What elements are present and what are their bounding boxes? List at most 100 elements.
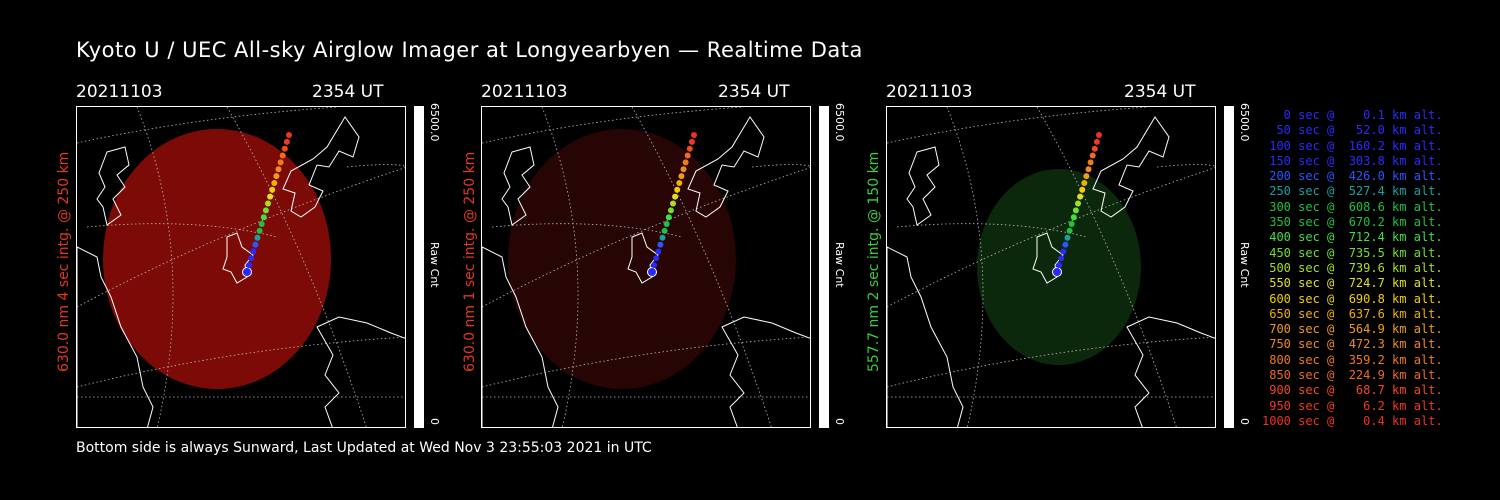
legend-entry: 850 sec @ 224.9 km alt. bbox=[1262, 368, 1443, 383]
trajectory-point bbox=[260, 214, 267, 221]
trajectory-point bbox=[674, 186, 681, 193]
panel-1-time: 2354 UT bbox=[312, 82, 384, 102]
coastline bbox=[482, 246, 559, 427]
legend-entry: 350 sec @ 670.2 km alt. bbox=[1262, 215, 1443, 230]
legend-entry: 600 sec @ 690.8 km alt. bbox=[1262, 291, 1443, 306]
trajectory-point bbox=[1083, 173, 1090, 180]
coastline bbox=[77, 246, 154, 427]
trajectory-point bbox=[242, 267, 252, 277]
trajectory-point bbox=[258, 221, 265, 228]
trajectory-point bbox=[1060, 248, 1067, 255]
coastline bbox=[887, 246, 964, 427]
airglow-image bbox=[103, 129, 331, 389]
trajectory-point bbox=[676, 179, 683, 186]
coastline bbox=[501, 146, 535, 226]
trajectory-point bbox=[659, 234, 666, 241]
trajectory-point bbox=[262, 207, 269, 214]
trajectory-point bbox=[273, 173, 280, 180]
panel-3-time: 2354 UT bbox=[1124, 82, 1196, 102]
trajectory-point bbox=[688, 138, 695, 145]
trajectory-point bbox=[283, 138, 290, 145]
panel-2-map bbox=[482, 107, 810, 427]
grid-line bbox=[1036, 107, 1177, 427]
trajectory-point bbox=[1064, 234, 1071, 241]
grid-line bbox=[896, 223, 1088, 238]
trajectory-point bbox=[256, 227, 263, 234]
trajectory-point bbox=[279, 152, 286, 159]
panel-2-cbar-min: 0 bbox=[833, 418, 846, 425]
legend-entry: 750 sec @ 472.3 km alt. bbox=[1262, 337, 1443, 352]
trajectory-point bbox=[250, 248, 257, 255]
grid-line bbox=[346, 164, 405, 168]
legend-entry: 50 sec @ 52.0 km alt. bbox=[1262, 123, 1443, 138]
panel-2-colorbar bbox=[819, 106, 829, 428]
trajectory-point bbox=[686, 145, 693, 152]
panel-1-date: 20211103 bbox=[76, 82, 163, 102]
trajectory-point bbox=[661, 227, 668, 234]
coastline bbox=[687, 116, 765, 218]
legend-entry: 900 sec @ 68.7 km alt. bbox=[1262, 383, 1443, 398]
trajectory-point bbox=[1091, 145, 1098, 152]
panel-1-colorbar bbox=[414, 106, 424, 428]
trajectory-point bbox=[647, 267, 657, 277]
sky-ellipse bbox=[103, 129, 331, 389]
trajectory-point bbox=[680, 166, 687, 173]
grid-line bbox=[226, 107, 367, 427]
grid-line bbox=[491, 223, 683, 238]
airglow-image bbox=[508, 129, 736, 389]
trajectory-point bbox=[1079, 186, 1086, 193]
coastline bbox=[1092, 116, 1170, 218]
trajectory-point bbox=[682, 159, 689, 166]
legend-entry: 200 sec @ 426.0 km alt. bbox=[1262, 169, 1443, 184]
trajectory-point bbox=[1070, 214, 1077, 221]
panel-1-cbar-max: 6500.0 bbox=[428, 103, 441, 142]
panel-3-image bbox=[886, 106, 1216, 428]
panel-3-map bbox=[887, 107, 1215, 427]
coastline bbox=[316, 316, 405, 427]
legend-entry: 1000 sec @ 0.4 km alt. bbox=[1262, 413, 1443, 428]
trajectory-point bbox=[653, 255, 660, 262]
trajectory-point bbox=[271, 179, 278, 186]
grid-line bbox=[541, 107, 579, 427]
trajectory-point bbox=[252, 241, 259, 248]
trajectory-point bbox=[1093, 138, 1100, 145]
panel-2-time: 2354 UT bbox=[718, 82, 790, 102]
legend-entry: 250 sec @ 527.4 km alt. bbox=[1262, 184, 1443, 199]
grid-line bbox=[631, 107, 772, 427]
trajectory-point bbox=[1062, 241, 1069, 248]
legend-entry: 950 sec @ 6.2 km alt. bbox=[1262, 398, 1443, 413]
trajectory-point bbox=[267, 193, 274, 200]
trajectory-legend: 0 sec @ 0.1 km alt. 50 sec @ 52.0 km alt… bbox=[1262, 108, 1443, 429]
trajectory-point bbox=[1068, 221, 1075, 228]
trajectory-point bbox=[691, 132, 697, 138]
legend-entry: 400 sec @ 712.4 km alt. bbox=[1262, 230, 1443, 245]
panel-1-side-label: 630.0 nm 4 sec intg. @ 250 km bbox=[56, 151, 72, 372]
panel-1-map bbox=[77, 107, 405, 427]
trajectory-point bbox=[678, 173, 685, 180]
trajectory-point bbox=[667, 207, 674, 214]
trajectory-point bbox=[265, 200, 271, 207]
trajectory-point bbox=[665, 214, 672, 221]
legend-entry: 800 sec @ 359.2 km alt. bbox=[1262, 352, 1443, 367]
panel-2-side-label: 630.0 nm 1 sec intg. @ 250 km bbox=[462, 151, 478, 372]
legend-entry: 500 sec @ 739.6 km alt. bbox=[1262, 260, 1443, 275]
panel-1-cbar-label: Raw Cnt bbox=[428, 242, 441, 288]
legend-entry: 300 sec @ 608.6 km alt. bbox=[1262, 199, 1443, 214]
grid-line bbox=[887, 107, 1148, 144]
trajectory-point bbox=[1072, 207, 1079, 214]
legend-entry: 650 sec @ 637.6 km alt. bbox=[1262, 306, 1443, 321]
panel-3-date: 20211103 bbox=[886, 82, 973, 102]
trajectory-point bbox=[1087, 159, 1094, 166]
trajectory-point bbox=[281, 145, 288, 152]
grid-line bbox=[86, 223, 278, 238]
panel-1-cbar-min: 0 bbox=[428, 418, 441, 425]
trajectory-point bbox=[1052, 267, 1062, 277]
trajectory-point bbox=[1077, 193, 1084, 200]
panel-3-cbar-min: 0 bbox=[1238, 418, 1251, 425]
trajectory-point bbox=[277, 159, 284, 166]
coastline bbox=[96, 146, 130, 226]
trajectory-point bbox=[1075, 200, 1081, 207]
grid-line bbox=[946, 107, 984, 427]
grid-line bbox=[887, 167, 1215, 308]
legend-entry: 700 sec @ 564.9 km alt. bbox=[1262, 322, 1443, 337]
